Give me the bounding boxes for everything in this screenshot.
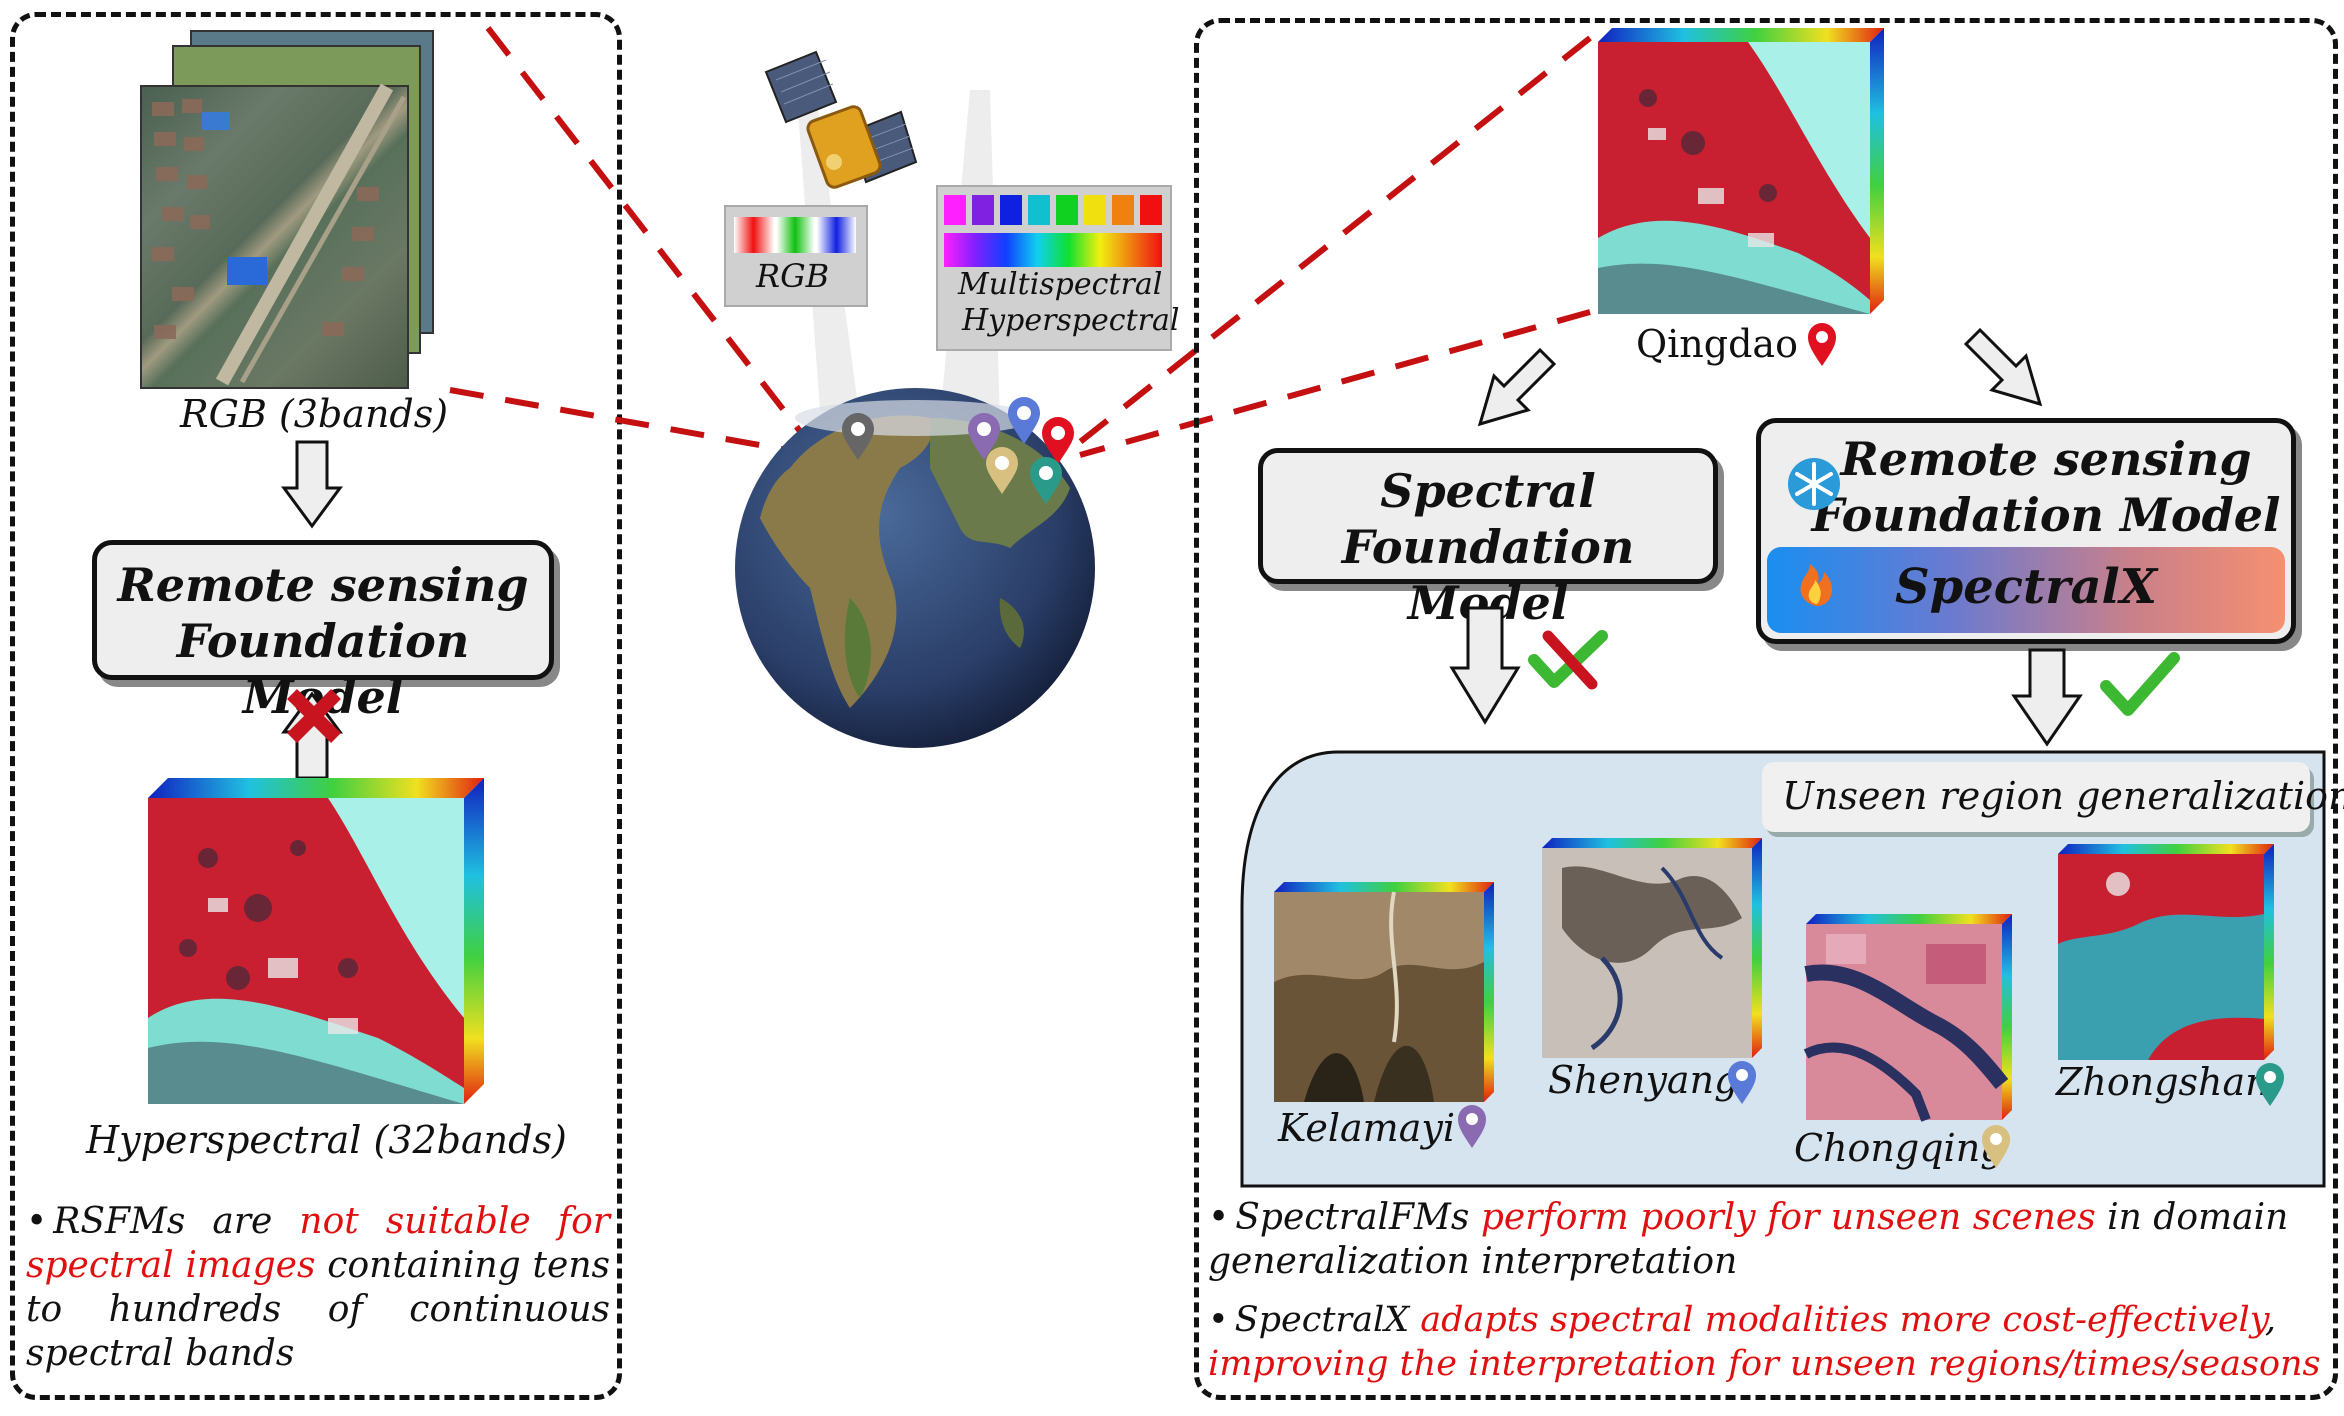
right-bullet-1: • SpectralFMs perform poorly for unseen s… bbox=[1208, 1197, 2289, 1282]
spectralx-band: SpectralX bbox=[1767, 547, 2285, 633]
left-rs-foundation-model-box: Remote sensing Foundation Model bbox=[92, 540, 554, 724]
spectralx-label: SpectralX bbox=[1894, 559, 2158, 615]
rgb-sensor-label: RGB bbox=[756, 257, 830, 295]
spectral-model-line2: Foundation Model bbox=[1341, 520, 1635, 630]
rgb-sensor-box: RGB bbox=[724, 205, 868, 307]
rgb-swatches bbox=[734, 217, 856, 253]
cross-icon bbox=[287, 689, 341, 743]
multispectral-swatches bbox=[944, 195, 1162, 225]
check-icon bbox=[1528, 630, 1608, 690]
multispectral-label-line1: Multispectral bbox=[958, 267, 1163, 302]
region-chongqing: Chongqing bbox=[1794, 1126, 2005, 1170]
right-bullet2-red2: improving the interpretation for unseen … bbox=[1208, 1344, 2321, 1384]
left-model-line2: Foundation Model bbox=[176, 614, 470, 724]
left-model-line1: Remote sensing bbox=[117, 558, 529, 612]
right-bullet2-part1: SpectralX bbox=[1234, 1300, 1421, 1340]
rs-model-line1: Remote sensing bbox=[1840, 432, 2252, 486]
right-bullet1-red: perform poorly for unseen scenes bbox=[1480, 1197, 2096, 1238]
location-pin-icon bbox=[968, 413, 1000, 460]
kelamayi-cube bbox=[1274, 882, 1494, 1102]
location-pin-icon bbox=[1042, 417, 1074, 464]
rgb-image-stack bbox=[140, 30, 500, 390]
location-pin-icon bbox=[1030, 457, 1062, 504]
right-bullet1-part3: in domain generalization interpretation bbox=[1208, 1197, 2289, 1282]
right-bullet1-part1: SpectralFMs bbox=[1235, 1197, 1481, 1238]
arrow-down-icon bbox=[281, 440, 343, 529]
fire-icon bbox=[1800, 564, 1832, 606]
zhongshan-cube bbox=[2058, 844, 2274, 1060]
qingdao-caption: Qingdao bbox=[1636, 322, 1798, 366]
rs-foundation-model-spectralx-box: Remote sensing Foundation Model Spectral… bbox=[1756, 418, 2296, 644]
arrow-down-icon bbox=[1449, 606, 1521, 725]
chongqing-cube bbox=[1803, 914, 2012, 1122]
spectral-foundation-model-box: Spectral Foundation Model bbox=[1258, 448, 1718, 630]
hyperspectral-cube-left bbox=[148, 778, 484, 1104]
shenyang-cube bbox=[1542, 838, 1762, 1058]
right-bullet2-part3: , bbox=[2264, 1300, 2276, 1340]
location-pin-icon bbox=[1982, 1125, 2010, 1168]
location-pin-icon bbox=[986, 447, 1018, 494]
check-icon bbox=[2100, 652, 2180, 716]
rgb-layer-main bbox=[140, 83, 409, 389]
right-panel bbox=[1194, 18, 2338, 1400]
multispectral-label-line2: Hyperspectral bbox=[962, 303, 1180, 338]
location-pin-icon bbox=[1458, 1105, 1486, 1148]
generalization-title-box: Unseen region generalization bbox=[1762, 762, 2344, 832]
rgb-scene bbox=[152, 83, 407, 386]
left-bullet-red: not suitable for spectral images bbox=[26, 1201, 610, 1286]
arrow-down-icon bbox=[1477, 347, 1557, 427]
generalization-title: Unseen region generalization bbox=[1782, 774, 2344, 818]
right-bullet-2: • SpectralX adapts spectral modalities mo… bbox=[1208, 1300, 2321, 1384]
arrow-down-icon bbox=[2011, 648, 2083, 747]
multispectral-sensor-box: Multispectral Hyperspectral bbox=[936, 185, 1179, 351]
arrow-down-icon bbox=[1963, 327, 2043, 407]
right-bullet2-red1: adapts spectral modalities more cost-eff… bbox=[1420, 1300, 2265, 1340]
qingdao-hyperspectral-cube bbox=[1598, 28, 1884, 314]
rs-model-line2: Foundation Model bbox=[1811, 488, 2281, 542]
hyperspectral-caption: Hyperspectral (32bands) bbox=[86, 1118, 567, 1162]
generalization-area bbox=[1240, 750, 2326, 1188]
left-bullet-part1: RSFMs are bbox=[53, 1201, 300, 1242]
left-bullet-part3: containing tens to hundreds of continuou… bbox=[26, 1245, 610, 1374]
region-shenyang: Shenyang bbox=[1548, 1058, 1739, 1102]
left-bullet: • RSFMs are not suitable for spectral ima… bbox=[26, 1201, 610, 1374]
location-pin-icon bbox=[1808, 323, 1836, 366]
rgb-caption: RGB (3bands) bbox=[180, 392, 449, 436]
location-pin-icon bbox=[1008, 397, 1040, 444]
region-zhongshan: Zhongshan bbox=[2056, 1060, 2270, 1104]
location-pin-icon bbox=[842, 413, 874, 460]
snowflake-icon bbox=[1788, 458, 1840, 510]
location-pin-icon bbox=[2256, 1063, 2284, 1106]
spectral-model-line1: Spectral bbox=[1380, 464, 1596, 518]
satellite-icon bbox=[764, 50, 918, 189]
left-panel bbox=[10, 12, 622, 1400]
location-pin-icon bbox=[1728, 1061, 1756, 1104]
region-kelamayi: Kelamayi bbox=[1278, 1106, 1455, 1150]
hyperspectral-gradient bbox=[944, 233, 1162, 267]
